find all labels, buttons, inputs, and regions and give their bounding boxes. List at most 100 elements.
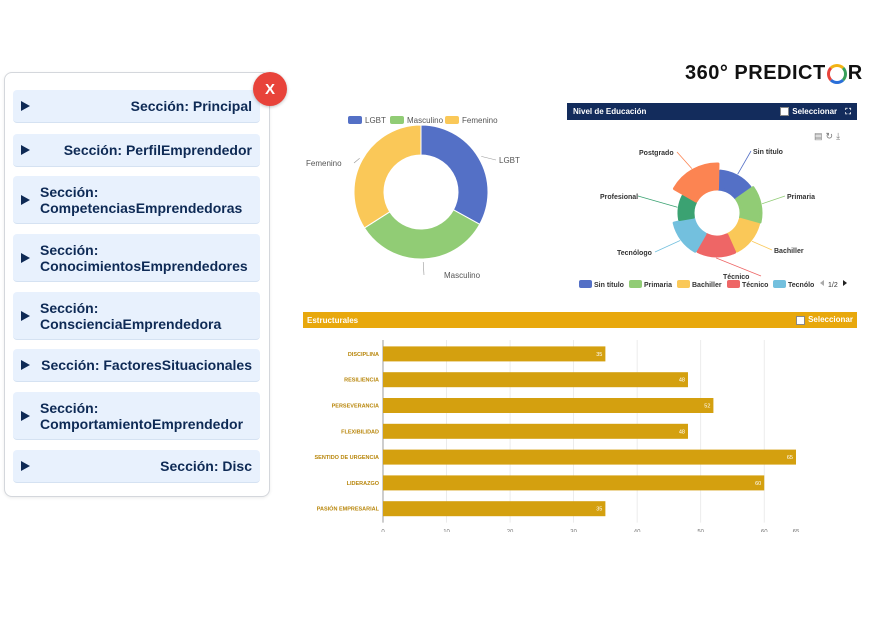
education-chart-title: Nivel de Educación [573, 107, 647, 116]
bar-value-label: 65 [787, 455, 793, 461]
bar-value-label: 35 [596, 352, 602, 358]
download-icon[interactable]: ⤓ [836, 131, 844, 141]
slice-label-line [481, 156, 497, 161]
donut-slice-lgbt[interactable] [420, 124, 489, 225]
legend-swatch[interactable] [445, 116, 459, 124]
bar-resiliencia[interactable] [383, 372, 688, 388]
slice-label-line [422, 261, 425, 276]
bar-value-label: 60 [755, 481, 761, 487]
slice-label-line [676, 151, 693, 169]
expand-triangle-icon [21, 360, 30, 370]
education-slice[interactable] [677, 194, 697, 221]
section-label: Sección: ConscienciaEmprendedora [40, 299, 222, 332]
education-select-toggle[interactable]: Seleccionar ⛶ [780, 107, 851, 117]
structural-bar-chart: 0 10 20 30 40 50 60 65 DISCIPLINA 35 RESILIENCIA 48… [315, 340, 800, 532]
expand-triangle-icon [21, 194, 30, 205]
slice-label-line [654, 240, 681, 253]
x-tick-label: 65 [793, 530, 800, 532]
slice-label: Masculino [444, 271, 481, 280]
legend-label[interactable]: Técnico [742, 282, 768, 289]
predictor-logo: 360° PREDICT R [685, 62, 863, 84]
section-comportamiento-emprendedor[interactable]: Sección: ComportamientoEmprendedor [13, 392, 260, 440]
structural-chart-title: Estructurales [307, 315, 359, 325]
section-label: Sección: ConocimientosEmprendedores [40, 241, 248, 274]
section-competencias-emprendedoras[interactable]: Sección: CompetenciasEmprendedoras [13, 176, 260, 224]
bar-pasión-empresarial[interactable] [383, 501, 606, 517]
education-slice[interactable] [726, 217, 760, 253]
y-tick-label: LIDERAZGO [347, 481, 380, 487]
fullscreen-icon[interactable]: ⛶ [845, 106, 851, 116]
legend-swatch[interactable] [629, 280, 642, 288]
legend-label[interactable]: Tecnólo [788, 282, 814, 289]
donut-slice-femenino[interactable] [353, 124, 422, 229]
chart-toolbox: ▤↻⤓ [814, 131, 843, 142]
slice-label-line [637, 195, 678, 208]
education-slice[interactable] [672, 217, 707, 253]
gender-donut-chart: LGBT Masculino Femenino LGBT Masculino Femeni… [306, 116, 520, 280]
section-factores-situacionales[interactable]: Sección: FactoresSituacionales [13, 349, 260, 382]
education-slice[interactable] [717, 169, 752, 200]
x-tick-label: 10 [443, 530, 450, 532]
donut-slice-masculino[interactable] [363, 209, 481, 260]
legend-label[interactable]: Bachiller [692, 282, 722, 289]
legend-label[interactable]: LGBT [365, 116, 386, 125]
y-tick-label: RESILIENCIA [344, 378, 379, 384]
expand-triangle-icon [21, 101, 30, 111]
expand-triangle-icon [21, 145, 30, 155]
structural-select-toggle[interactable]: Seleccionar [796, 315, 853, 325]
bar-disciplina[interactable] [383, 346, 606, 362]
legend-next-icon[interactable] [843, 280, 847, 286]
close-panel-button[interactable]: X [253, 72, 287, 106]
slice-label: Sin título [753, 149, 783, 156]
expand-triangle-icon [21, 461, 30, 471]
y-tick-label: PERSEVERANCIA [332, 404, 379, 410]
legend-swatch[interactable] [348, 116, 362, 124]
bar-sentido-de-urgencia[interactable] [383, 449, 796, 465]
legend-swatch[interactable] [773, 280, 786, 288]
select-checkbox[interactable] [780, 106, 790, 116]
education-chart-header: Nivel de Educación Seleccionar ⛶ [567, 103, 857, 120]
legend-label[interactable]: Femenino [462, 116, 498, 125]
bar-perseverancia[interactable] [383, 398, 714, 413]
legend-swatch[interactable] [579, 280, 592, 288]
bar-flexibilidad[interactable] [383, 423, 688, 439]
section-label: Sección: CompetenciasEmprendedoras [40, 183, 243, 216]
y-tick-label: SENTIDO DE URGENCIA [315, 455, 380, 461]
section-label: Sección: ComportamientoEmprendedor [40, 399, 244, 432]
slice-label-line [737, 150, 752, 175]
bar-value-label: 48 [679, 378, 685, 384]
section-consciencia-emprendedora[interactable]: Sección: ConscienciaEmprendedora [13, 292, 260, 340]
expand-triangle-icon [21, 410, 30, 421]
slice-label-line [353, 158, 360, 164]
section-disc[interactable]: Sección: Disc [13, 450, 260, 483]
legend-swatch[interactable] [727, 280, 740, 288]
logo-ring-icon [826, 63, 847, 84]
slice-label: Femenino [306, 159, 342, 168]
section-principal[interactable]: Sección: Principal [13, 90, 260, 123]
legend-label[interactable]: Masculino [407, 116, 444, 125]
slice-label: Tecnólogo [617, 250, 652, 257]
x-tick-label: 50 [697, 530, 704, 532]
bar-liderazgo[interactable] [383, 475, 765, 491]
legend-label[interactable]: Sin título [594, 282, 624, 289]
slice-label-line [716, 257, 762, 277]
slice-label: Primaria [787, 194, 815, 201]
legend-page: 1/2 [828, 282, 838, 289]
x-tick-label: 60 [761, 530, 768, 532]
y-tick-label: PASIÓN EMPRESARIAL [317, 505, 380, 513]
legend-swatch[interactable] [677, 280, 690, 288]
restore-icon[interactable]: ↻ [825, 131, 837, 141]
x-tick-label: 20 [507, 530, 514, 532]
legend-swatch[interactable] [390, 116, 404, 124]
section-perfil-emprendedor[interactable]: Sección: PerfilEmprendedor [13, 134, 260, 167]
education-slice[interactable] [735, 186, 763, 224]
select-checkbox[interactable] [796, 315, 806, 325]
slice-label-line [751, 240, 773, 251]
x-tick-label: 40 [634, 530, 641, 532]
data-view-icon[interactable]: ▤ [814, 131, 826, 141]
legend-prev-icon[interactable] [820, 280, 824, 286]
education-slice[interactable] [696, 233, 737, 258]
section-conocimientos-emprendedores[interactable]: Sección: ConocimientosEmprendedores [13, 234, 260, 282]
education-slice[interactable] [672, 162, 720, 203]
legend-label[interactable]: Primaria [644, 282, 672, 289]
